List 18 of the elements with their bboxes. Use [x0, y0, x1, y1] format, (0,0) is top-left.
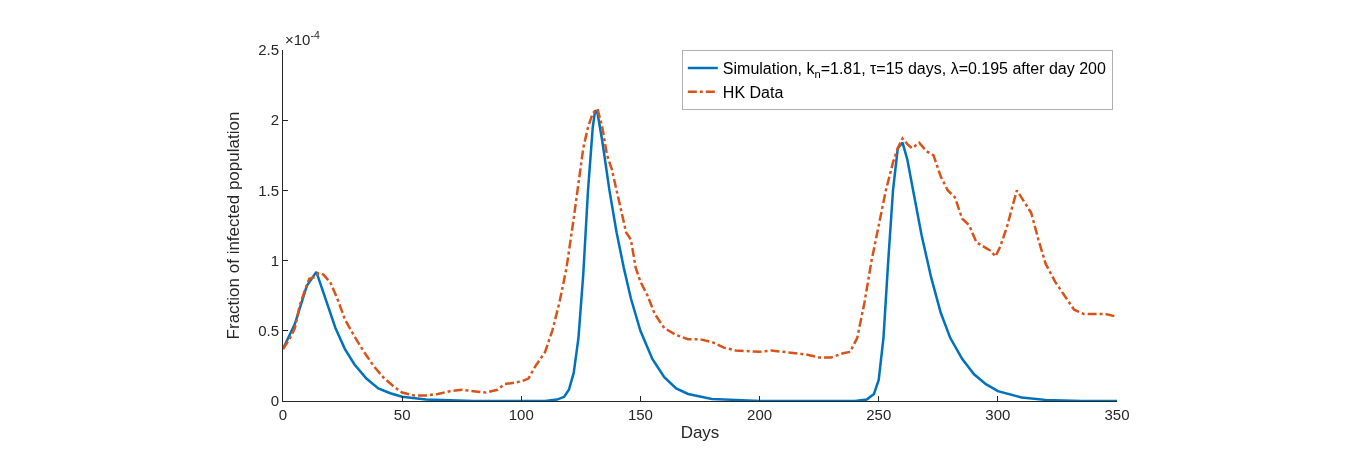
y-tick-label: 2.5 [258, 41, 279, 59]
legend-label: HK Data [722, 83, 784, 101]
x-axis-title: Days [680, 423, 720, 443]
y-tick-label: 0 [270, 392, 279, 410]
y-tick-label: 1 [270, 251, 279, 269]
x-tick-label: 350 [1104, 406, 1130, 423]
x-tick-label: 200 [747, 406, 773, 423]
y-tick-label: 1.5 [258, 181, 279, 199]
y-axis-title: Fraction of infected population [223, 111, 243, 340]
x-tick-label: 100 [508, 406, 534, 423]
legend-label: Simulation, k$_{n}$=1.81, τ=15 days, λ=0.195 after day 200 [722, 60, 1106, 80]
text: ×10$^{-4}$ [285, 29, 320, 49]
y-tick-label: 2 [270, 111, 279, 129]
x-tick-label: 250 [866, 406, 892, 423]
x-tick-label: 50 [393, 406, 411, 423]
y-tick-label: 0.5 [258, 322, 279, 340]
x-tick-label: 150 [627, 406, 653, 423]
x-tick-label: 300 [985, 406, 1011, 423]
